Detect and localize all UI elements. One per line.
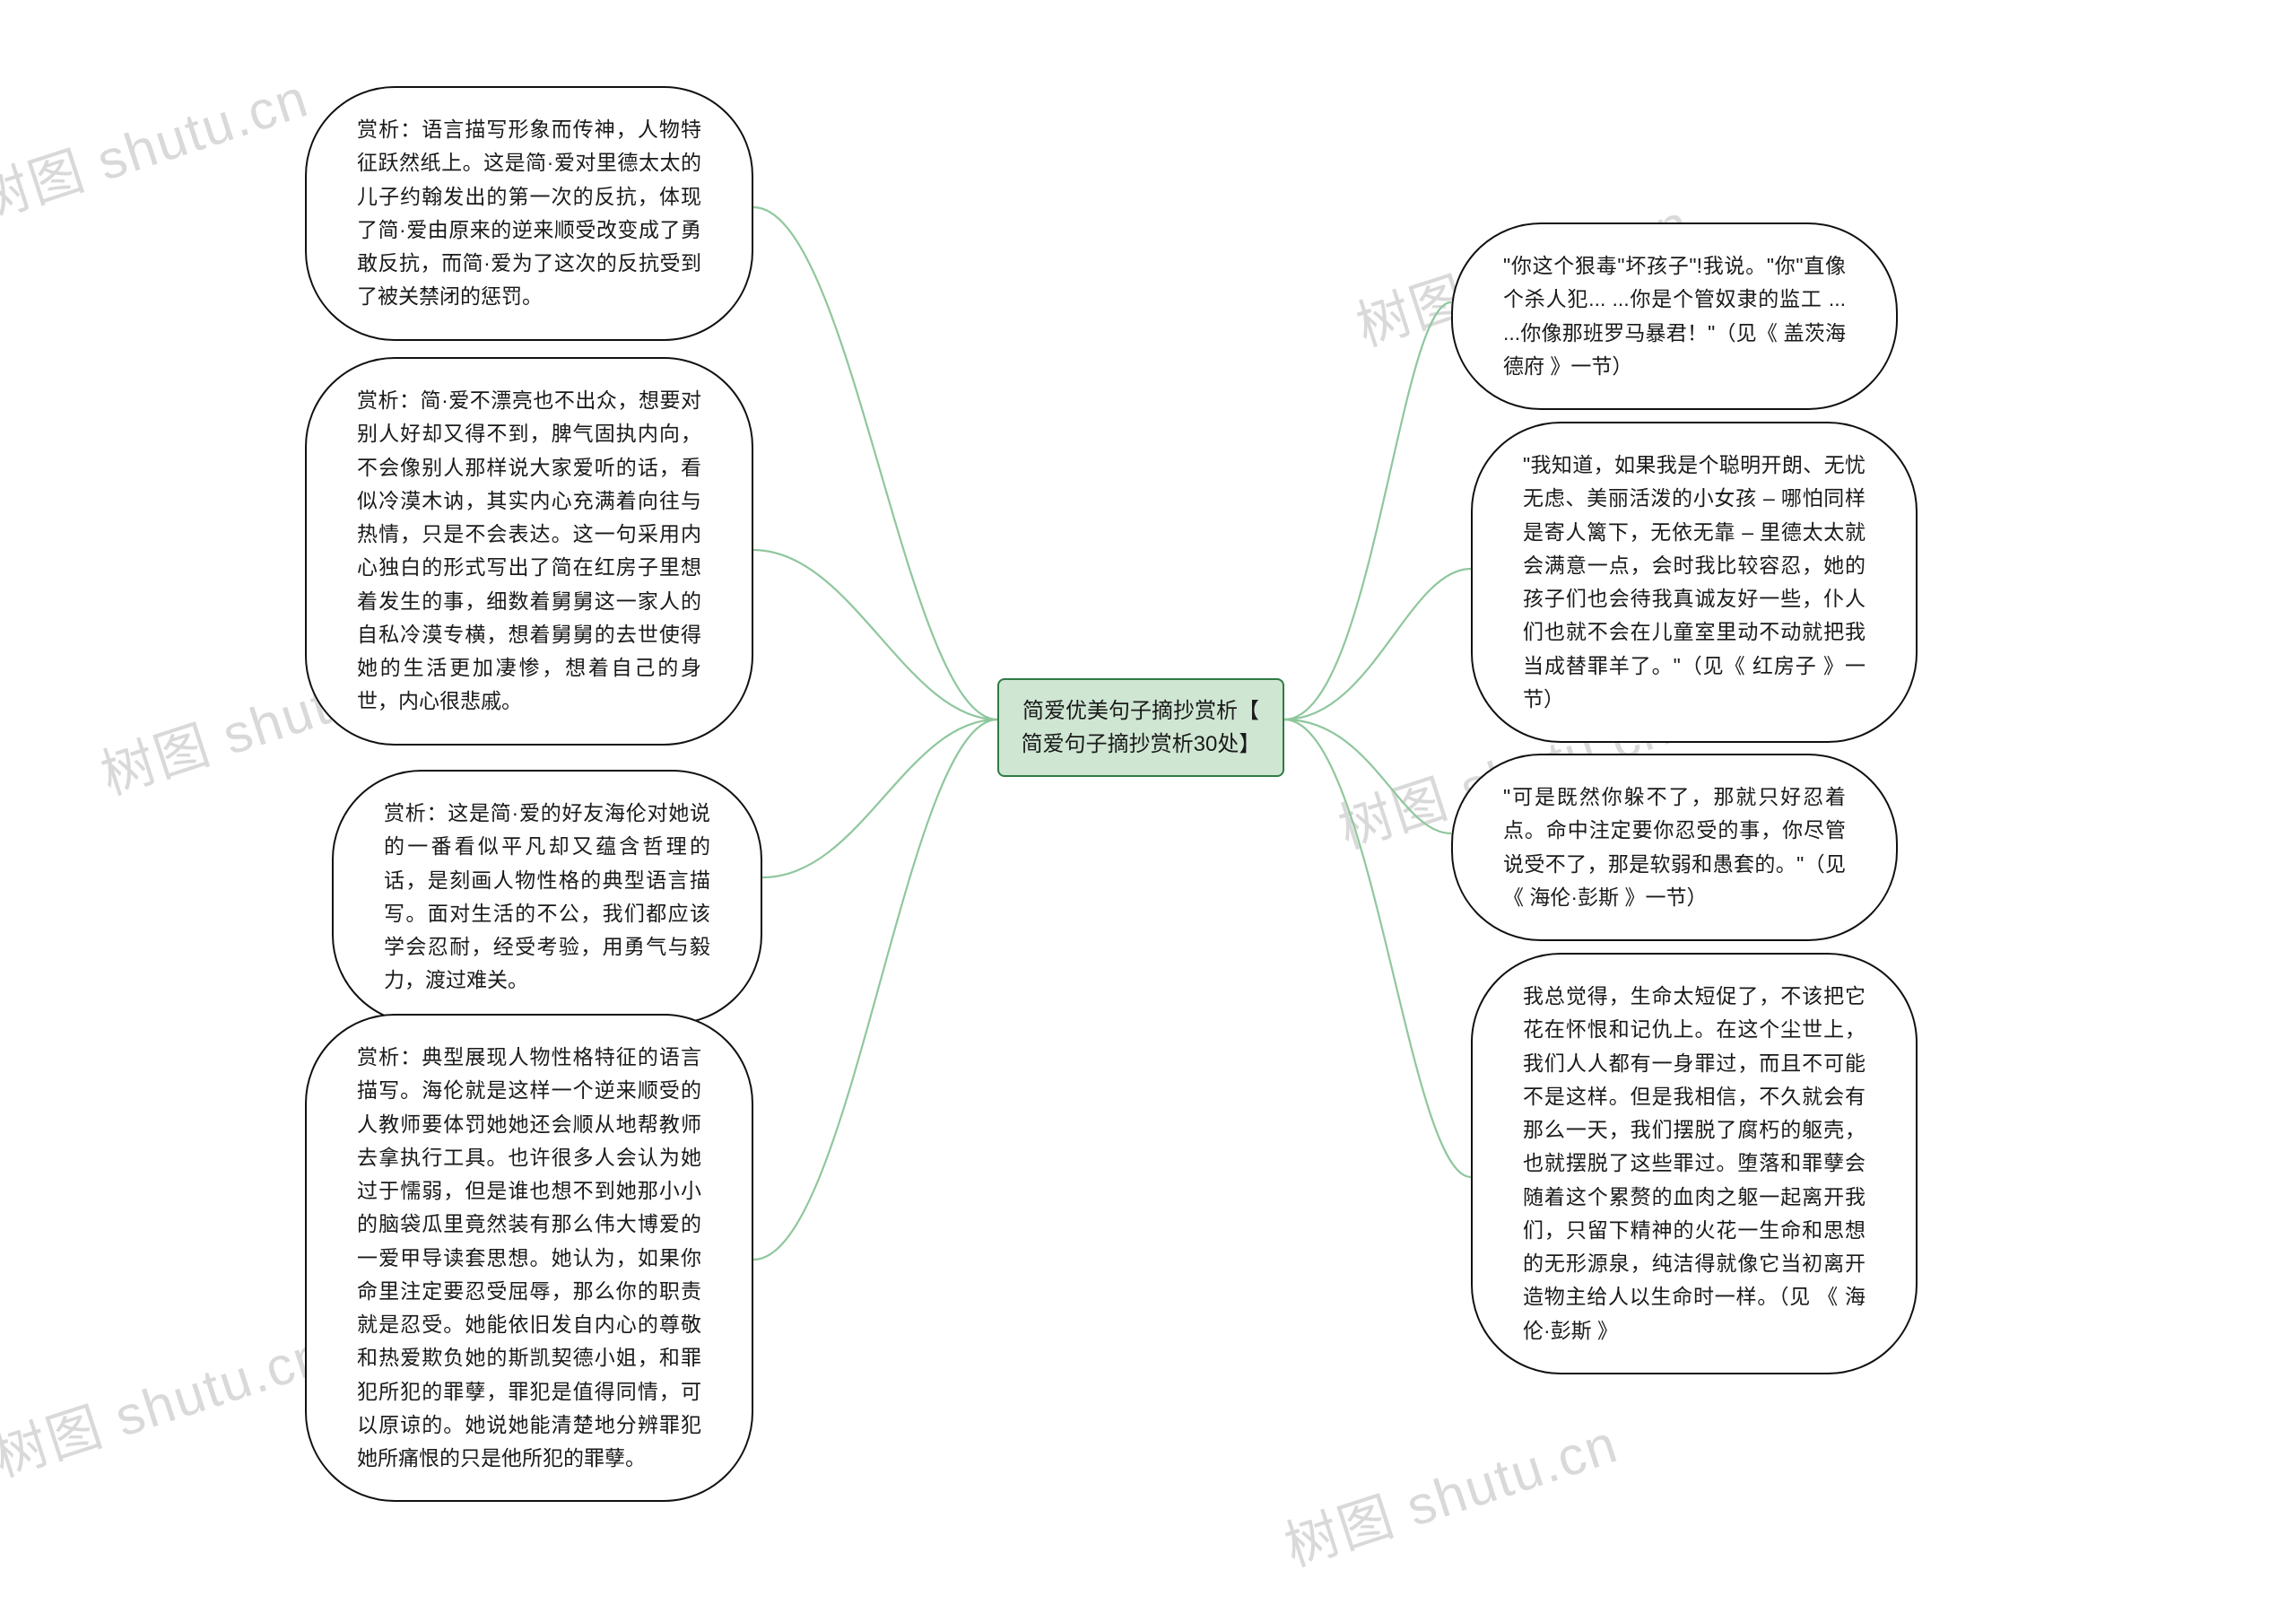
leaf-node-text: 赏析：典型展现人物性格特征的语言描写。海伦就是这样一个逆来顺受的人教师要体罚她她… (357, 1045, 701, 1470)
mindmap-leaf-node[interactable]: 我总觉得，生命太短促了，不该把它花在怀恨和记仇上。在这个尘世上，我们人人都有一身… (1471, 953, 1918, 1374)
leaf-node-text: "可是既然你躲不了，那就只好忍着点。命中注定要你忍受的事，你尽管说受不了，那是软… (1503, 785, 1846, 909)
mindmap-leaf-node[interactable]: 赏析：这是简·爱的好友海伦对她说的一番看似平凡却又蕴含哲理的话，是刻画人物性格的… (332, 770, 762, 1025)
leaf-node-text: 赏析：简·爱不漂亮也不出众，想要对别人好却又得不到，脾气固执内向，不会像别人那样… (357, 388, 701, 712)
leaf-node-text: "你这个狠毒"坏孩子"!我说。"你"直像个杀人犯... ...你是个管奴隶的监工… (1503, 254, 1846, 378)
watermark: 树图 shutu.cn (1274, 1400, 1627, 1582)
mindmap-leaf-node[interactable]: 赏析：典型展现人物性格特征的语言描写。海伦就是这样一个逆来顺受的人教师要体罚她她… (305, 1014, 753, 1502)
leaf-node-text: 我总觉得，生命太短促了，不该把它花在怀恨和记仇上。在这个尘世上，我们人人都有一身… (1523, 984, 1866, 1342)
mindmap-leaf-node[interactable]: "你这个狠毒"坏孩子"!我说。"你"直像个杀人犯... ...你是个管奴隶的监工… (1451, 222, 1898, 410)
leaf-node-text: 赏析：语言描写形象而传神，人物特征跃然纸上。这是简·爱对里德太太的儿子约翰发出的… (357, 118, 701, 308)
mindmap-leaf-node[interactable]: "可是既然你躲不了，那就只好忍着点。命中注定要你忍受的事，你尽管说受不了，那是软… (1451, 754, 1898, 941)
center-node-text: 简爱优美句子摘抄赏析【 简爱句子摘抄赏析30处】 (1015, 694, 1266, 761)
watermark: 树图 shutu.cn (0, 1311, 335, 1492)
watermark: 树图 shutu.cn (0, 55, 317, 236)
leaf-node-text: "我知道，如果我是个聪明开朗、无忧无虑、美丽活泼的小女孩 – 哪怕同样是寄人篱下… (1523, 453, 1866, 711)
leaf-node-text: 赏析：这是简·爱的好友海伦对她说的一番看似平凡却又蕴含哲理的话，是刻画人物性格的… (384, 801, 710, 991)
mindmap-leaf-node[interactable]: 赏析：语言描写形象而传神，人物特征跃然纸上。这是简·爱对里德太太的儿子约翰发出的… (305, 86, 753, 341)
mindmap-center-node[interactable]: 简爱优美句子摘抄赏析【 简爱句子摘抄赏析30处】 (997, 678, 1284, 777)
mindmap-leaf-node[interactable]: 赏析：简·爱不漂亮也不出众，想要对别人好却又得不到，脾气固执内向，不会像别人那样… (305, 357, 753, 746)
mindmap-leaf-node[interactable]: "我知道，如果我是个聪明开朗、无忧无虑、美丽活泼的小女孩 – 哪怕同样是寄人篱下… (1471, 422, 1918, 743)
